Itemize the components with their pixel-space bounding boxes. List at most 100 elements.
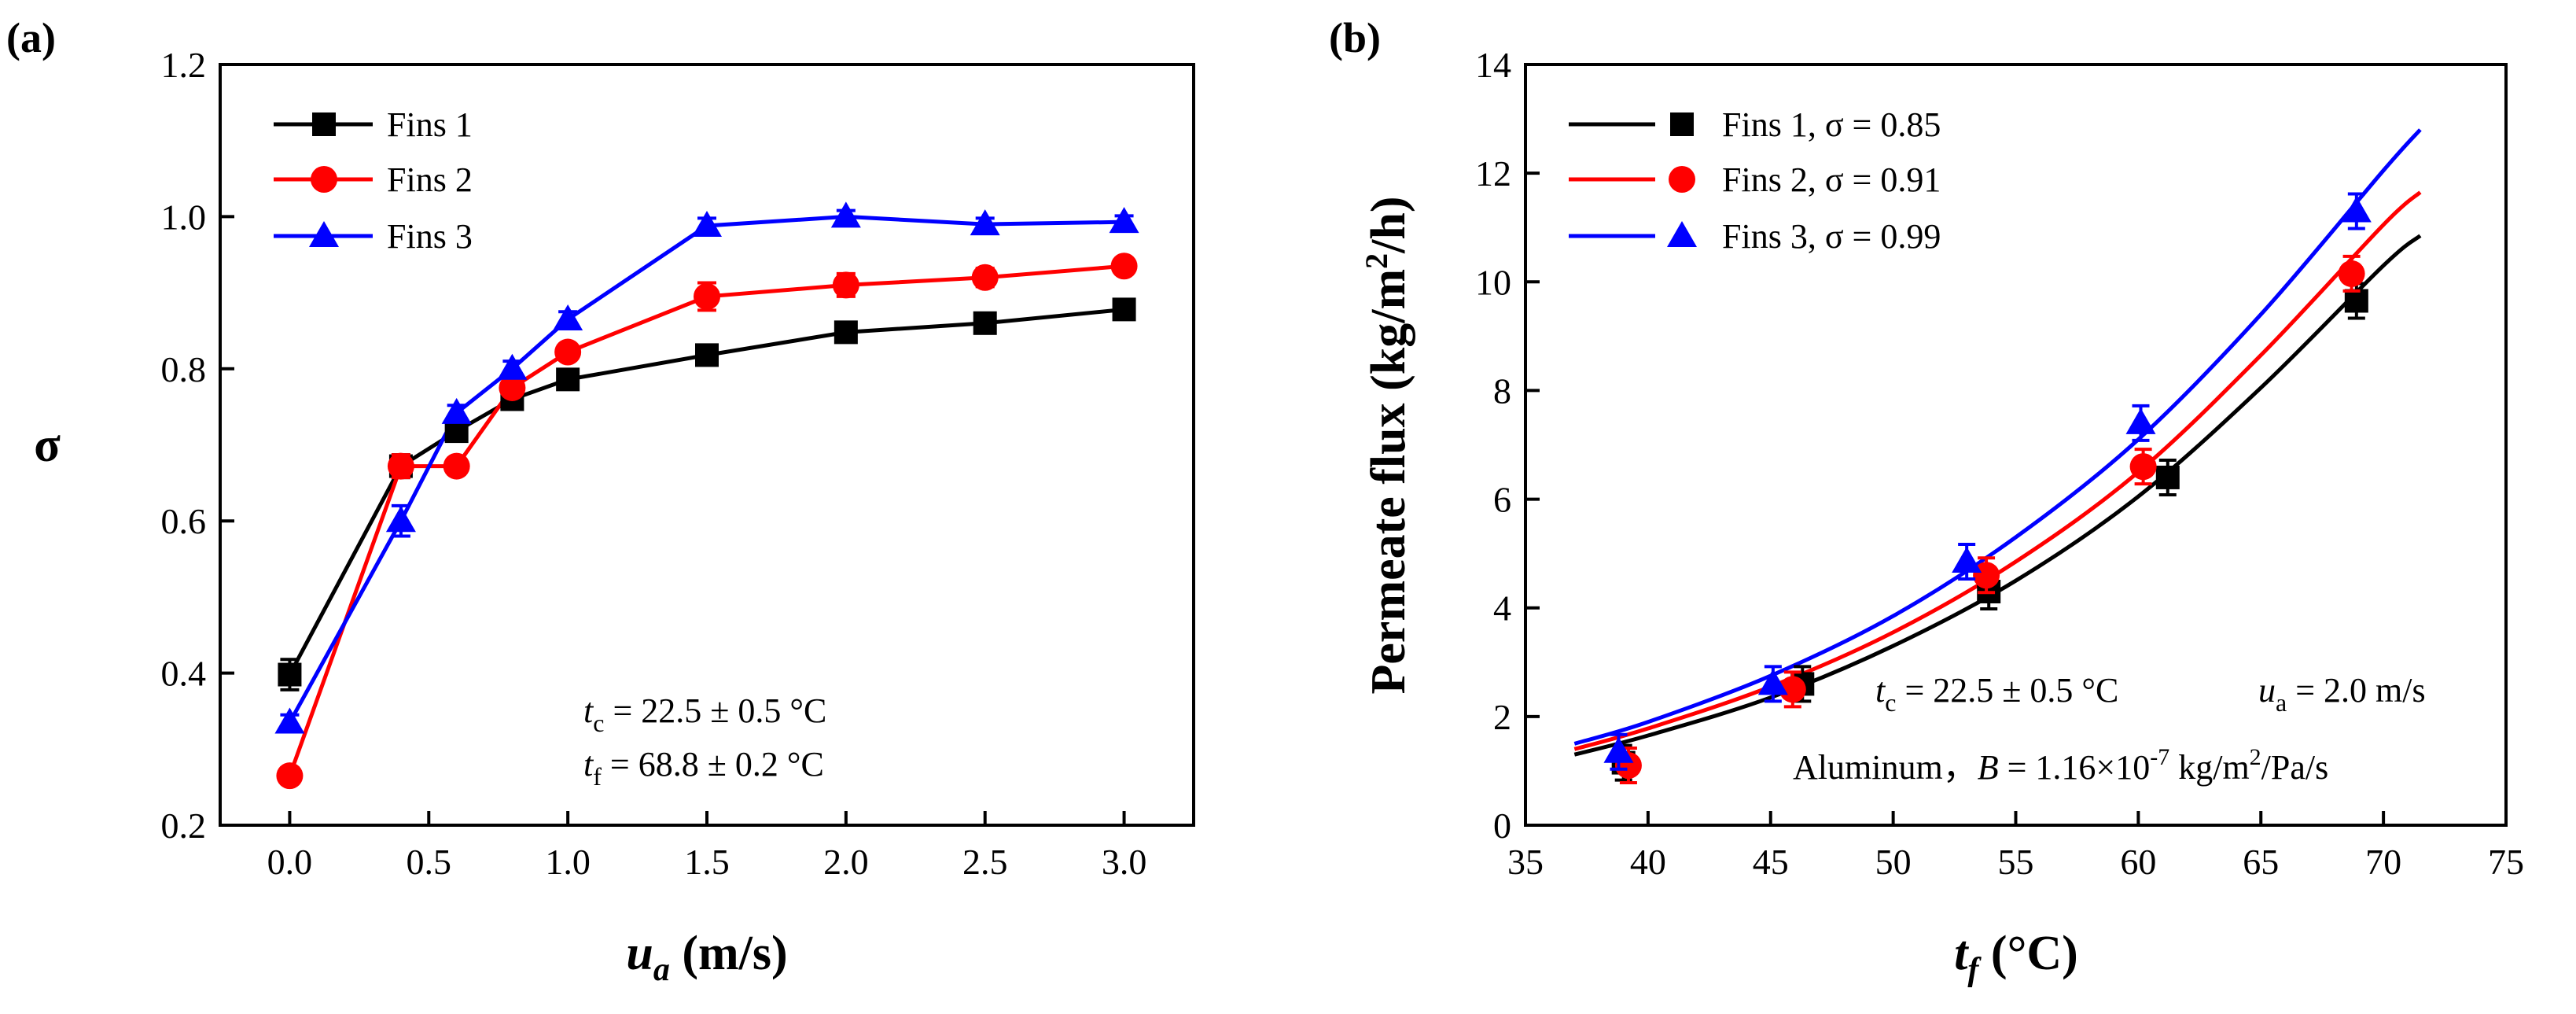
data-point-b-2-2 xyxy=(1952,547,1982,573)
y-tick-label-b-5: 10 xyxy=(1475,262,1511,302)
legend-label-fins1-b: Fins 1, σ = 0.85 xyxy=(1722,105,1941,144)
data-point-a-1-6 xyxy=(832,271,859,299)
annotation-tc-sub-a: c xyxy=(593,709,604,737)
x-axis-label-unit-b: (°C) xyxy=(1978,927,2077,980)
annotation-tf-sub-a: f xyxy=(593,762,602,791)
x-tick-label-a-5: 2.5 xyxy=(962,842,1008,882)
y-tick-label-a-4: 1.0 xyxy=(161,197,207,237)
x-tick-label-a-0: 0.0 xyxy=(267,842,313,882)
data-point-a-1-4 xyxy=(554,338,582,366)
y-tick-label-b-1: 2 xyxy=(1493,697,1511,737)
fit-curve-b-0 xyxy=(1573,234,2422,757)
data-point-b-0-3 xyxy=(2155,465,2180,489)
annotation-tc-sub-b: c xyxy=(1885,688,1896,717)
x-axis-label-sub-a: a xyxy=(653,952,670,988)
legend-label-fins3-a: Fins 3 xyxy=(387,217,473,256)
x-tick-label-a-1: 0.5 xyxy=(407,842,452,882)
data-point-a-0-5 xyxy=(695,343,719,367)
data-point-a-0-4 xyxy=(556,367,580,392)
annotation-tc-a: tc = 22.5 ± 0.5 °C xyxy=(583,691,826,737)
annotation-material-text-b: = 1.16×10 xyxy=(1999,748,2151,787)
legend-b: Fins 1, σ = 0.85 Fins 2, σ = 0.91 Fins 3… xyxy=(1569,105,1941,256)
data-point-b-2-0 xyxy=(1603,736,1634,763)
data-point-b-1-4 xyxy=(2338,260,2365,287)
y-axis-label-sup-b: 2 xyxy=(1359,253,1394,269)
x-axis-label-b: tf (°C) xyxy=(1954,927,2078,988)
y-tick-label-a-3: 0.8 xyxy=(161,349,207,389)
x-tick-label-a-2: 1.0 xyxy=(545,842,591,882)
annotation-ua-text-b: = 2.0 m/s xyxy=(2287,671,2425,710)
series-markers-b xyxy=(1603,192,2372,785)
x-axis-label-unit-a: (m/s) xyxy=(670,927,788,980)
data-point-b-0-4 xyxy=(2344,289,2368,313)
annotation-ua-var-b: u xyxy=(2258,671,2276,710)
x-tick-label-b-5: 60 xyxy=(2120,842,2156,882)
annotation-material-prefix-b: Aluminum， xyxy=(1793,748,1978,787)
data-point-a-0-7 xyxy=(973,311,997,335)
x-tick-label-b-8: 75 xyxy=(2488,842,2524,882)
data-point-a-2-1 xyxy=(385,506,416,533)
data-point-a-1-2 xyxy=(443,452,470,480)
x-tick-label-a-4: 2.0 xyxy=(823,842,869,882)
legend-marker-fins3-b xyxy=(1667,221,1697,247)
y-tick-label-b-4: 8 xyxy=(1493,371,1511,411)
y-axis-label-b: Permeate flux (kg/m2/h) xyxy=(1359,197,1415,695)
x-tick-label-b-0: 35 xyxy=(1507,842,1544,882)
legend-label-fins2-a: Fins 2 xyxy=(387,160,473,199)
data-point-a-0-0 xyxy=(278,662,302,687)
data-point-a-1-5 xyxy=(694,282,720,310)
panel-label-b: (b) xyxy=(1329,14,1381,61)
data-point-a-2-0 xyxy=(274,707,305,734)
legend-a: Fins 1 Fins 2 Fins 3 xyxy=(274,105,473,256)
x-tick-label-a-6: 3.0 xyxy=(1102,842,1147,882)
data-point-a-2-3 xyxy=(497,353,528,380)
data-point-b-2-3 xyxy=(2125,407,2156,434)
chart-a: (a) 0.0 0.5 1.0 1.5 2.0 2.5 3.0 0.2 0.4 0.6 0.8 1.0… xyxy=(6,14,1195,988)
panel-label-a: (a) xyxy=(6,14,56,61)
legend-label-fins1-a: Fins 1 xyxy=(387,105,473,144)
annotation-tc-b: tc = 22.5 ± 0.5 °C xyxy=(1875,671,2118,717)
annotation-tf-var-a: t xyxy=(583,745,594,784)
annotation-material-text3-b: /Pa/s xyxy=(2261,748,2329,787)
y-tick-label-b-7: 14 xyxy=(1475,45,1511,85)
data-point-b-1-1 xyxy=(1779,676,1806,703)
axis-ticks-b: 35 40 45 50 55 60 65 70 75 0 2 4 6 8 10 12 14 xyxy=(1475,45,2524,882)
data-point-a-2-5 xyxy=(692,211,722,238)
y-axis-label-end-b: /h) xyxy=(1362,197,1415,254)
y-tick-label-b-6: 12 xyxy=(1475,153,1511,194)
data-point-a-1-8 xyxy=(1110,253,1138,280)
data-point-a-1-3 xyxy=(499,374,526,401)
x-tick-label-b-2: 45 xyxy=(1753,842,1789,882)
y-tick-label-b-3: 6 xyxy=(1493,480,1511,520)
y-tick-label-a-5: 1.2 xyxy=(161,45,207,85)
x-axis-label-sub-b: f xyxy=(1967,952,1982,988)
annotation-tf-text-a: = 68.8 ± 0.2 °C xyxy=(602,745,824,784)
annotation-tf-a: tf = 68.8 ± 0.2 °C xyxy=(583,745,824,791)
y-tick-label-a-1: 0.4 xyxy=(161,654,207,694)
annotation-material-sup-b: -7 xyxy=(2150,744,2169,770)
fit-curves-b xyxy=(1573,128,2422,757)
x-tick-label-b-1: 40 xyxy=(1630,842,1666,882)
data-point-b-2-4 xyxy=(2341,196,2372,223)
x-tick-label-b-4: 55 xyxy=(1998,842,2034,882)
y-tick-label-b-2: 4 xyxy=(1493,588,1511,629)
annotation-material-text2-b: kg/m xyxy=(2169,748,2249,787)
data-point-a-1-1 xyxy=(387,452,414,480)
x-axis-label-var-b: t xyxy=(1954,927,1969,980)
y-tick-label-a-2: 0.6 xyxy=(161,501,207,541)
annotation-ua-sub-b: a xyxy=(2276,688,2287,717)
data-point-a-2-8 xyxy=(1109,207,1139,234)
x-tick-label-b-7: 70 xyxy=(2365,842,2401,882)
fit-curve-b-1 xyxy=(1573,190,2422,751)
x-tick-label-b-6: 65 xyxy=(2243,842,2279,882)
series-markers-a xyxy=(274,201,1139,790)
data-point-a-2-2 xyxy=(441,397,472,424)
annotation-ua-b: ua = 2.0 m/s xyxy=(2258,671,2426,717)
data-point-a-1-7 xyxy=(971,264,999,291)
data-point-a-2-7 xyxy=(970,209,1000,236)
data-point-a-0-8 xyxy=(1112,297,1136,322)
annotation-material-sup2-b: 2 xyxy=(2250,744,2261,770)
annotation-tc-text-a: = 22.5 ± 0.5 °C xyxy=(604,691,826,730)
x-axis-label-var-a: u xyxy=(626,927,653,980)
